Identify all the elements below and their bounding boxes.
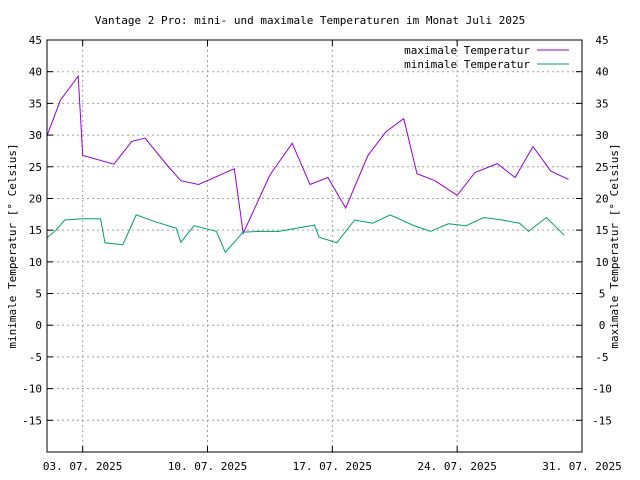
x-tick-label: 17. 07. 2025	[293, 460, 372, 473]
y-tick-label-right: 30	[595, 129, 608, 142]
y-tick-label-right: 5	[599, 288, 606, 301]
series-line-minimale-temperatur	[46, 214, 565, 254]
y-tick-label-right: 40	[595, 66, 608, 79]
y-axis-label-right: maximale Temperatur [° Celsius]	[608, 143, 621, 348]
y-tick-label-right: 35	[595, 97, 608, 110]
y-tick-label-left: 5	[35, 288, 42, 301]
y-tick-label-right: -15	[592, 414, 612, 427]
series-layer	[46, 74, 569, 254]
y-tick-label-right: 25	[595, 161, 608, 174]
y-tick-label-right: 0	[599, 319, 606, 332]
y-tick-label-left: 0	[35, 319, 42, 332]
y-tick-label-right: 20	[595, 192, 608, 205]
y-tick-label-left: 25	[29, 161, 42, 174]
y-tick-label-right: -10	[592, 383, 612, 396]
y-tick-label-left: 15	[29, 224, 42, 237]
x-tick-label: 24. 07. 2025	[417, 460, 496, 473]
chart-title: Vantage 2 Pro: mini- und maximale Temper…	[95, 14, 525, 27]
y-tick-label-left: 20	[29, 192, 42, 205]
y-tick-label-right: 15	[595, 224, 608, 237]
y-tick-label-left: 10	[29, 256, 42, 269]
plot-frame	[46, 39, 583, 453]
x-tick-label: 03. 07. 2025	[43, 460, 122, 473]
series-line-maximale-temperatur	[46, 74, 569, 236]
ticks: -15 -15 -10 -10 -5 -5 0 0 5 5 10 10 15 15 20 20 25 25 30 30…	[22, 34, 622, 473]
y-tick-label-left: 35	[29, 97, 42, 110]
x-tick-label: 31. 07. 2025	[542, 460, 621, 473]
legend-label-min: minimale Temperatur	[404, 58, 530, 71]
y-tick-label-left: 40	[29, 66, 42, 79]
y-axis-label-left: minimale Temperatur [° Celsius]	[6, 143, 19, 348]
y-tick-label-left: -10	[22, 383, 42, 396]
x-tick-label: 10. 07. 2025	[168, 460, 247, 473]
y-tick-label-right: 10	[595, 256, 608, 269]
y-tick-label-left: -5	[29, 351, 42, 364]
legend: maximale Temperatur minimale Temperatur	[404, 44, 569, 71]
y-tick-label-right: -5	[595, 351, 608, 364]
y-tick-label-left: 30	[29, 129, 42, 142]
legend-label-max: maximale Temperatur	[404, 44, 530, 57]
y-tick-label-left: -15	[22, 414, 42, 427]
y-tick-label-right: 45	[595, 34, 608, 47]
y-tick-label-left: 45	[29, 34, 42, 47]
